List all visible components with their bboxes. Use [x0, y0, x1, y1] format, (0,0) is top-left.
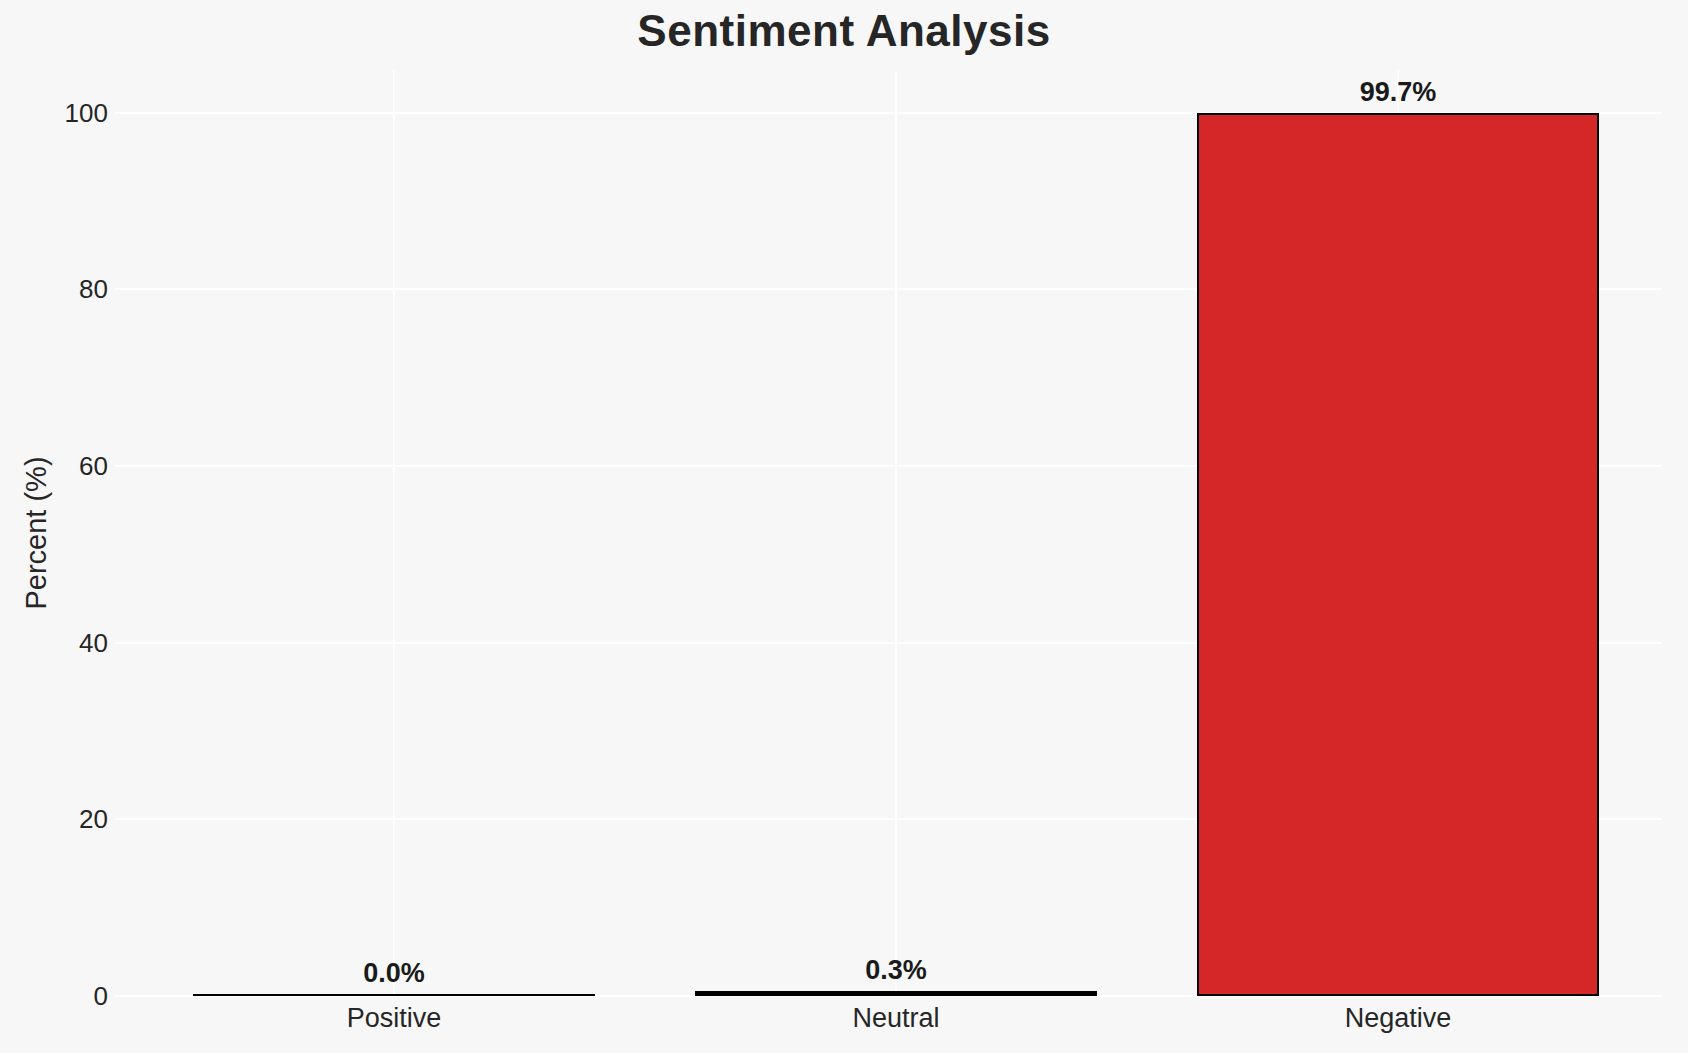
y-tick-label: 40	[0, 630, 108, 656]
bar-value-label: 0.0%	[284, 960, 504, 987]
sentiment-analysis-chart: Sentiment Analysis Percent (%) 0.0% 0.3% 9…	[0, 0, 1688, 1053]
x-tick-label-positive: Positive	[264, 1002, 524, 1034]
gridline-vertical	[393, 71, 395, 996]
y-tick-label: 100	[0, 100, 108, 126]
y-tick-label: 60	[0, 453, 108, 479]
bar-value-label: 99.7%	[1288, 79, 1508, 106]
y-axis-title: Percent (%)	[20, 456, 53, 609]
x-tick-label-neutral: Neutral	[766, 1002, 1026, 1034]
bar-positive	[193, 994, 595, 996]
chart-title: Sentiment Analysis	[0, 6, 1688, 56]
y-tick-label: 20	[0, 806, 108, 832]
y-tick-label: 0	[0, 983, 108, 1009]
bar-value-label: 0.3%	[786, 957, 1006, 984]
plot-area: 0.0% 0.3% 99.7%	[115, 71, 1662, 996]
bar-neutral	[695, 991, 1097, 996]
bar-negative	[1197, 113, 1599, 996]
gridline-vertical	[895, 71, 897, 996]
y-tick-label: 80	[0, 276, 108, 302]
x-tick-label-negative: Negative	[1268, 1002, 1528, 1034]
